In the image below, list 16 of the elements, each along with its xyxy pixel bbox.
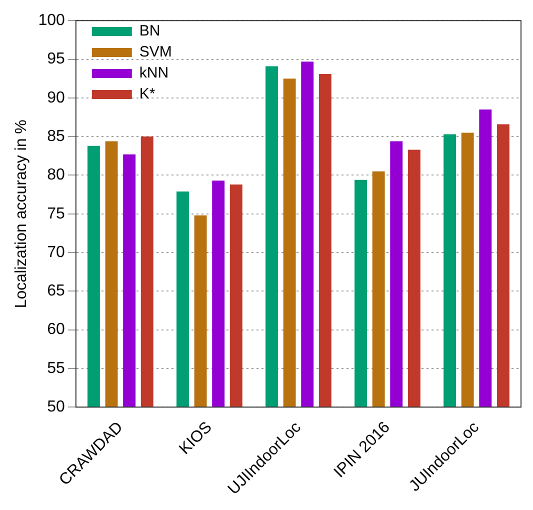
y-tick-label: 100 bbox=[38, 12, 65, 30]
y-tick-label: 55 bbox=[47, 360, 65, 377]
legend-label: kNN bbox=[139, 64, 169, 82]
y-tick-label: 65 bbox=[47, 282, 65, 300]
legend-label: BN bbox=[139, 22, 160, 40]
legend-label: SVM bbox=[139, 44, 172, 61]
y-tick-label: 95 bbox=[47, 50, 65, 68]
legend-label: K* bbox=[139, 86, 156, 103]
y-tick-label: 50 bbox=[47, 398, 65, 416]
y-tick-label: 80 bbox=[47, 166, 65, 184]
y-tick-label: 85 bbox=[47, 128, 65, 145]
y-axis-title: Localization accuracy in % bbox=[13, 120, 30, 308]
y-tick-label: 70 bbox=[47, 244, 65, 261]
y-tick-label: 75 bbox=[47, 205, 65, 222]
y-tick-label: 60 bbox=[47, 321, 65, 338]
y-tick-label: 90 bbox=[47, 89, 65, 106]
